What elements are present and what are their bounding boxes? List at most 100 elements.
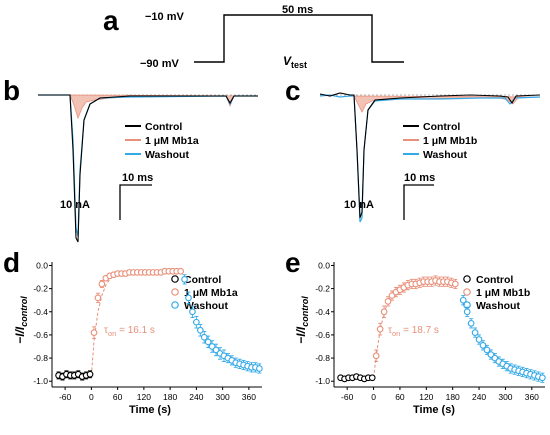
exponential-fit-line <box>90 271 131 376</box>
legend-label-washout: Washout <box>145 149 189 161</box>
x-tick-label: 300 <box>498 392 512 402</box>
panel-label-c: c <box>285 75 301 106</box>
tau-annotation: τon = 16.1 s <box>104 325 155 338</box>
control-trace <box>38 94 258 243</box>
legend-marker-control <box>171 275 179 283</box>
holding-voltage-label: −90 mV <box>140 58 179 70</box>
legend-label-control: Control <box>476 274 513 286</box>
scale-current-c: 10 nA <box>344 199 374 211</box>
data-point-washout <box>459 296 467 304</box>
legend-b: Control 1 μM Mb1a Washout <box>125 121 199 161</box>
x-tick-label: -60 <box>59 392 72 402</box>
y-tick-label: -0.6 <box>315 330 330 340</box>
x-tick-label: 120 <box>419 392 433 402</box>
x-tick-labels: -60 0 60 120 180 240 300 360 <box>59 392 256 402</box>
data-point-washout <box>467 319 475 327</box>
scale-time-b: 10 ms <box>122 172 153 184</box>
legend-marker-drug <box>463 288 471 296</box>
legend-label-drug: 1 μM Mb1a <box>145 135 199 147</box>
y-tick-label: 0.0 <box>318 260 330 270</box>
data-point-washout <box>204 338 212 346</box>
data-point-washout <box>200 333 208 341</box>
panel-label-b: b <box>3 75 20 106</box>
x-tick-label: 0 <box>371 392 376 402</box>
legend-marker-drug <box>171 288 179 296</box>
data-point-control <box>86 370 94 378</box>
data-point-washout <box>196 326 204 334</box>
current-traces-c <box>319 92 541 223</box>
data-point-washout <box>193 318 200 326</box>
legend-label-washout: Washout <box>476 300 520 312</box>
y-tick-label: -0.2 <box>33 284 48 294</box>
x-tick-label: 240 <box>472 392 486 402</box>
data-point-drug <box>98 280 106 288</box>
y-tick-label: -1.0 <box>315 376 330 386</box>
x-tick-label: 60 <box>395 392 405 402</box>
x-tick-label: 360 <box>242 392 256 402</box>
legend-marker-washout <box>171 301 179 309</box>
data-point-drug <box>90 329 98 336</box>
y-tick-labels: 0.0 -0.2 -0.4 -0.6 -0.8 -1.0 <box>33 260 48 386</box>
y-tick-label: -0.6 <box>33 330 48 340</box>
x-tick-label: 60 <box>113 392 123 402</box>
scale-bar-b: 10 ms 10 nA <box>60 172 153 220</box>
x-tick-label: 120 <box>137 392 151 402</box>
x-tick-label: 360 <box>525 392 539 402</box>
panel-label-a: a <box>103 5 119 36</box>
x-axis-label: Time (s) <box>413 404 455 416</box>
data-point-drug <box>451 280 459 288</box>
time-course-chart-d: −I/Icontrol Time (s) 0.0 -0.2 -0.4 -0.6 … <box>13 260 263 416</box>
x-tick-label: 180 <box>163 392 177 402</box>
legend-marker-control <box>463 275 471 283</box>
legend-label-drug: 1 μM Mb1b <box>476 287 530 299</box>
control-trace <box>319 92 541 219</box>
data-point-washout <box>256 365 263 372</box>
scale-current-b: 10 nA <box>60 199 90 211</box>
y-tick-label: 0.0 <box>36 260 48 270</box>
data-point-drug <box>376 325 384 333</box>
y-tick-labels: 0.0 -0.2 -0.4 -0.6 -0.8 -1.0 <box>315 260 330 386</box>
legend-label-drug: 1 μM Mb1a <box>184 287 238 299</box>
x-tick-label: -60 <box>341 392 354 402</box>
current-traces-b <box>38 94 259 243</box>
panel-label-d: d <box>3 247 20 278</box>
legend-label-washout: Washout <box>184 300 228 312</box>
tau-annotation: τon = 18.7 s <box>388 325 439 338</box>
data-point-drug <box>384 298 392 305</box>
x-axis-label: Time (s) <box>129 404 171 416</box>
y-axis-label: −I/Icontrol <box>294 296 310 344</box>
x-tick-label: 240 <box>189 392 203 402</box>
scale-bar-c: 10 ms 10 nA <box>344 172 435 220</box>
legend-label-control: Control <box>145 121 182 133</box>
voltage-protocol-trace <box>194 14 404 63</box>
y-tick-label: -0.8 <box>315 353 330 363</box>
data-point-washout <box>181 276 188 283</box>
time-course-chart-e: −I/Icontrol Time (s) 0.0 -0.2 -0.4 -0.6 … <box>294 260 546 416</box>
data-point-washout <box>463 308 471 316</box>
step-voltage-label: −10 mV <box>145 11 184 23</box>
x-tick-labels: -60 0 60 120 180 240 300 360 <box>341 392 539 402</box>
data-point-washout <box>185 294 192 302</box>
legend-label-washout: Washout <box>423 149 467 161</box>
pulse-duration-label: 50 ms <box>282 4 313 16</box>
data-point-washout <box>475 336 483 343</box>
data-point-washout <box>189 308 196 316</box>
legend-e: Control 1 μM Mb1b Washout <box>463 274 530 312</box>
y-tick-label: -0.4 <box>33 307 48 317</box>
y-axis-label: −I/Icontrol <box>13 296 29 344</box>
legend-c: Control 1 μM Mb1b Washout <box>403 121 477 161</box>
legend-label-drug: 1 μM Mb1b <box>423 135 477 147</box>
data-point-drug <box>177 267 184 275</box>
y-tick-label: -0.2 <box>315 284 330 294</box>
legend-d: Control 1 μM Mb1a Washout <box>171 274 238 312</box>
data-point-control <box>368 374 376 382</box>
legend-label-control: Control <box>423 121 460 133</box>
vtest-label: Vtest <box>283 54 307 70</box>
legend-label-control: Control <box>184 274 221 286</box>
x-tick-label: 180 <box>446 392 460 402</box>
data-point-drug <box>94 294 102 302</box>
scale-time-c: 10 ms <box>404 172 435 184</box>
y-tick-label: -1.0 <box>33 376 48 386</box>
x-tick-label: 0 <box>89 392 94 402</box>
